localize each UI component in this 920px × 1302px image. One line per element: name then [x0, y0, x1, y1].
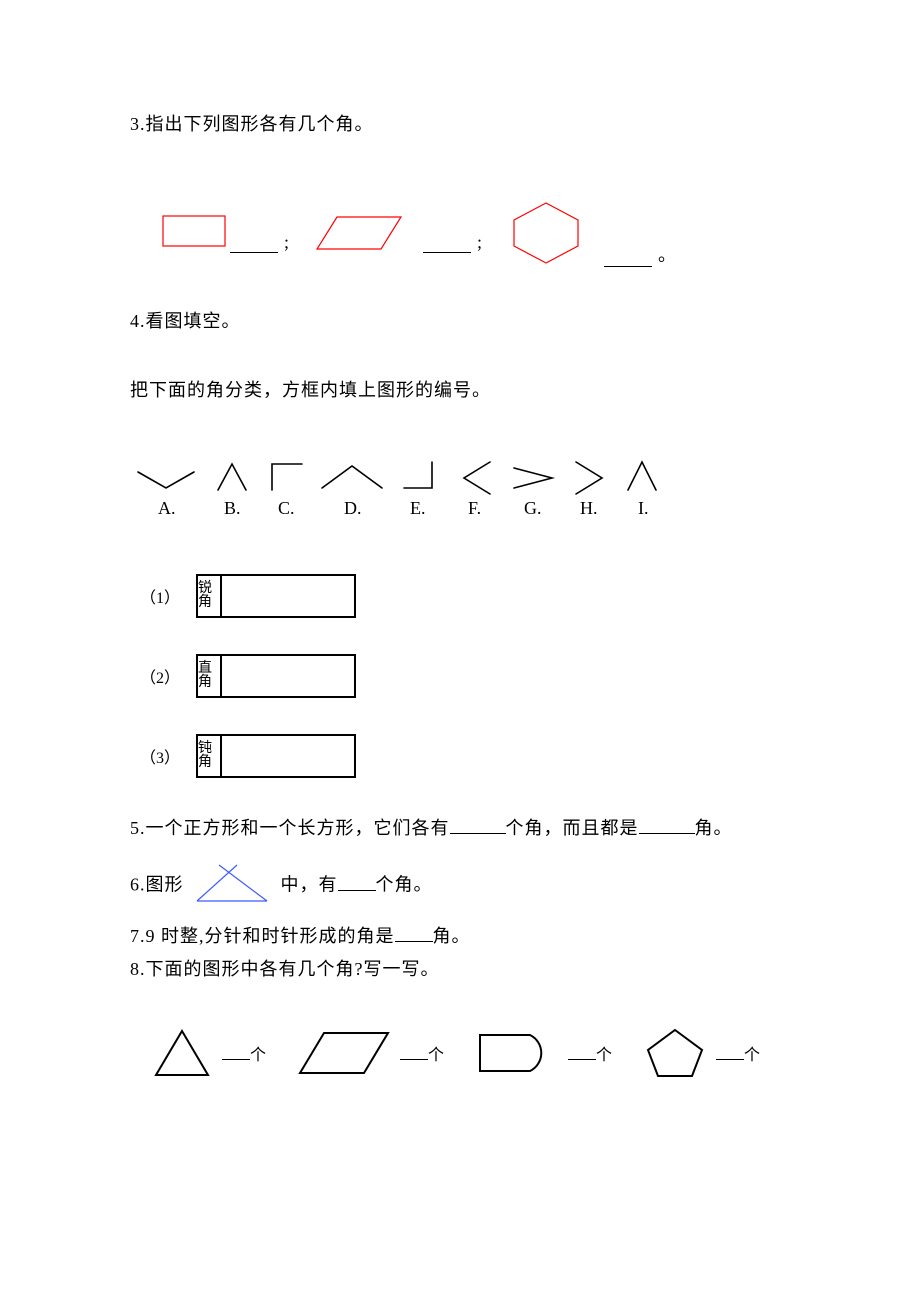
q3-shape-rectangle: ;	[160, 213, 293, 253]
svg-text:D.: D.	[344, 498, 362, 518]
crossed-triangle-icon	[193, 861, 271, 903]
q8-shape-triangle: 个	[150, 1025, 266, 1081]
svg-text:G.: G.	[524, 498, 542, 518]
q8-count-2: 个	[400, 1041, 444, 1065]
q5-line: 5.一个正方形和一个长方形，它们各有 个角，而且都是 角。	[130, 814, 790, 843]
q3-blank-3[interactable]	[604, 251, 652, 266]
q3-shapes-row: ; ; 。	[160, 199, 790, 267]
q8-shape-parallelogram: 个	[296, 1025, 444, 1081]
q3-sep-1: ;	[284, 232, 289, 253]
q3-shape-parallelogram: ;	[313, 213, 486, 253]
q8-blank-1[interactable]	[222, 1046, 250, 1060]
q6-blank[interactable]	[338, 874, 376, 891]
q8-count-1: 个	[222, 1041, 266, 1065]
svg-text:E.: E.	[410, 498, 426, 518]
q8-blank-3[interactable]	[568, 1046, 596, 1060]
q4-cat-row-obtuse: （3） 钝角	[140, 734, 790, 778]
svg-text:C.: C.	[278, 498, 295, 518]
q4-cat-idx-1: （1）	[140, 584, 196, 608]
q8-blank-4[interactable]	[716, 1046, 744, 1060]
q4-cat-blank-acute[interactable]	[222, 576, 354, 616]
rectangle-icon	[160, 213, 230, 253]
q6-mid: 中，有	[281, 875, 338, 895]
q4-cat-row-right: （2） 直角	[140, 654, 790, 698]
q4-cat-idx-3: （3）	[140, 744, 196, 768]
svg-text:B.: B.	[224, 498, 241, 518]
q6-line: 6.图形 中，有 个角。	[130, 861, 790, 912]
q4-categories: （1） 锐角 （2） 直角 （3） 钝角	[130, 574, 790, 778]
q4-cat-box-obtuse: 钝角	[196, 734, 356, 778]
q4-cat-box-right: 直角	[196, 654, 356, 698]
svg-text:A.: A.	[158, 498, 176, 518]
bullet-rect-icon	[474, 1027, 560, 1079]
q4-cat-label-acute: 锐角	[198, 576, 222, 616]
q4-prompt: 4.看图填空。	[130, 307, 790, 336]
q8-count-3: 个	[568, 1041, 612, 1065]
q6-before: 6.图形	[130, 875, 184, 895]
worksheet-page: 3.指出下列图形各有几个角。 ; ; 。 4.看图填空。 把下面的角分类，方框内…	[0, 0, 920, 1302]
q8-shapes-row: 个 个 个 个	[150, 1024, 790, 1082]
q4-cat-blank-right[interactable]	[222, 656, 354, 696]
q4-cat-label-obtuse: 钝角	[198, 736, 222, 776]
q7-after: 角。	[433, 926, 471, 946]
q5-blank-2[interactable]	[639, 817, 695, 834]
q8-blank-2[interactable]	[400, 1046, 428, 1060]
q6-figure	[193, 861, 271, 912]
q4-angles-svg: A. B. C. D. E. F. G. H. I.	[130, 454, 770, 534]
q4-subprompt: 把下面的角分类，方框内填上图形的编号。	[130, 376, 790, 405]
q8-prompt: 8.下面的图形中各有几个角?写一写。	[130, 955, 790, 984]
q3-blank-2[interactable]	[423, 237, 471, 252]
q6-after: 个角。	[376, 875, 433, 895]
q3-sep-2: ;	[477, 232, 482, 253]
pentagon-icon	[642, 1024, 708, 1082]
parallelogram-icon	[313, 213, 405, 253]
svg-text:I.: I.	[638, 498, 649, 518]
q4-cat-label-right: 直角	[198, 656, 222, 696]
q5-before: 5.一个正方形和一个长方形，它们各有	[130, 818, 450, 838]
q4-cat-idx-2: （2）	[140, 664, 196, 688]
q7-before: 7.9 时整,分针和时针形成的角是	[130, 926, 395, 946]
q4-angles-row: A. B. C. D. E. F. G. H. I.	[130, 454, 790, 534]
q8-shape-bullet: 个	[474, 1027, 612, 1079]
svg-text:F.: F.	[468, 498, 481, 518]
q7-blank[interactable]	[395, 925, 433, 942]
q8-count-4: 个	[716, 1041, 760, 1065]
q3-blank-1[interactable]	[230, 237, 278, 252]
svg-text:H.: H.	[580, 498, 598, 518]
triangle-icon	[150, 1025, 214, 1081]
q3-prompt: 3.指出下列图形各有几个角。	[130, 110, 790, 139]
q8-shape-pentagon: 个	[642, 1024, 760, 1082]
q4-cat-box-acute: 锐角	[196, 574, 356, 618]
q7-line: 7.9 时整,分针和时针形成的角是 角。	[130, 922, 790, 951]
hexagon-icon	[506, 199, 586, 267]
q5-after: 角。	[695, 818, 733, 838]
q5-blank-1[interactable]	[450, 817, 506, 834]
parallelogram2-icon	[296, 1025, 392, 1081]
q5-mid: 个角，而且都是	[506, 818, 639, 838]
q3-shape-hexagon: 。	[506, 199, 680, 267]
q3-term: 。	[658, 241, 676, 267]
q4-cat-blank-obtuse[interactable]	[222, 736, 354, 776]
q4-cat-row-acute: （1） 锐角	[140, 574, 790, 618]
